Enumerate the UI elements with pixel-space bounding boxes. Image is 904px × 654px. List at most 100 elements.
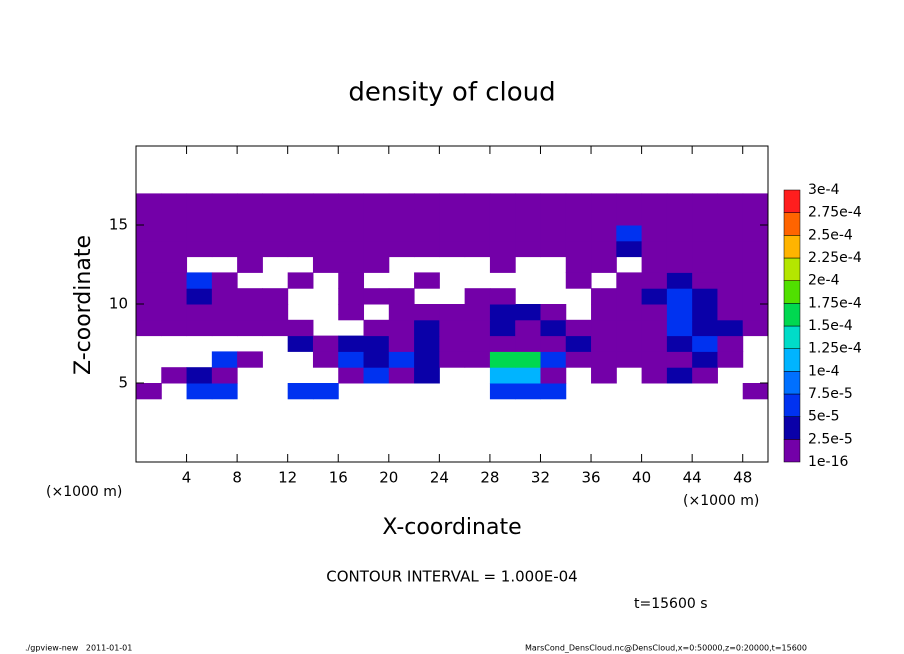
contour-cell xyxy=(742,193,769,210)
colorbar-label: 2.5e-5 xyxy=(808,431,853,447)
x-tick-label: 40 xyxy=(632,469,651,487)
contour-cell xyxy=(692,272,718,289)
contour-cell xyxy=(312,209,339,226)
contour-cell xyxy=(262,288,289,305)
contour-cell xyxy=(338,367,365,384)
contour-cell xyxy=(717,193,744,210)
contour-cell xyxy=(439,225,466,242)
contour-cell xyxy=(591,225,617,242)
contour-cell xyxy=(186,209,213,226)
contour-cell xyxy=(540,319,567,337)
contour-cell xyxy=(161,319,188,337)
colorbar-box xyxy=(783,393,801,417)
contour-cell xyxy=(591,351,617,368)
contour-cell xyxy=(692,335,718,352)
contour-note: CONTOUR INTERVAL = 1.000E-04 xyxy=(326,568,577,586)
contour-cell xyxy=(717,304,744,321)
contour-cell xyxy=(717,351,744,368)
contour-cell xyxy=(641,288,668,305)
contour-cell xyxy=(692,351,718,368)
contour-cell xyxy=(186,383,213,400)
contour-cell xyxy=(616,351,643,368)
contour-cell xyxy=(742,209,769,226)
contour-cell xyxy=(489,335,516,352)
contour-cell xyxy=(211,367,238,384)
contour-cell xyxy=(540,225,567,242)
colorbar-label: 1.25e-4 xyxy=(808,341,862,357)
contour-cell xyxy=(414,225,440,242)
contour-cell xyxy=(211,288,238,305)
contour-cell xyxy=(540,335,567,352)
contour-cell xyxy=(287,193,314,210)
contour-cell xyxy=(717,209,744,226)
contour-cell xyxy=(211,225,238,242)
contour-cell xyxy=(489,383,516,400)
contour-cell xyxy=(237,351,263,368)
contour-cell xyxy=(388,225,415,242)
contour-cell xyxy=(237,193,263,210)
contour-cell xyxy=(388,335,415,352)
contour-cell xyxy=(565,240,592,258)
contour-cell xyxy=(312,351,339,368)
colorbar-box xyxy=(783,439,801,463)
contour-cell xyxy=(692,367,718,384)
contour-cell xyxy=(616,193,643,210)
contour-cell xyxy=(616,240,643,258)
contour-cell xyxy=(211,304,238,321)
x-tick-label: 20 xyxy=(379,469,398,487)
contour-cell xyxy=(540,193,567,210)
colorbar-label: 1.5e-4 xyxy=(808,318,853,334)
contour-cell xyxy=(742,383,769,400)
contour-cell xyxy=(666,351,693,368)
contour-cell xyxy=(287,209,314,226)
contour-cell xyxy=(464,304,491,321)
contour-cell xyxy=(439,193,466,210)
contour-cell xyxy=(540,209,567,226)
contour-cell xyxy=(742,304,769,321)
y-axis-label: Z-coordinate xyxy=(71,235,96,375)
x-tick-label: 16 xyxy=(329,469,348,487)
y-tick-label: 5 xyxy=(118,374,128,392)
contour-cell xyxy=(414,304,440,321)
colorbar-label: 1e-16 xyxy=(808,454,848,470)
contour-cell xyxy=(565,209,592,226)
contour-cell xyxy=(692,319,718,337)
contour-cell xyxy=(717,256,744,273)
contour-cell xyxy=(515,304,541,321)
contour-cell xyxy=(136,288,162,305)
contour-cell xyxy=(641,351,668,368)
contour-cell xyxy=(464,240,491,258)
contour-cell xyxy=(186,319,213,337)
contour-cell xyxy=(515,367,541,384)
contour-cell xyxy=(540,304,567,321)
contour-cell xyxy=(742,319,769,337)
contour-cell xyxy=(692,225,718,242)
contour-cell xyxy=(666,240,693,258)
contour-cell xyxy=(641,225,668,242)
x-tick-label: 28 xyxy=(480,469,499,487)
contour-cell xyxy=(616,272,643,289)
contour-cell xyxy=(237,304,263,321)
contour-cell xyxy=(161,240,188,258)
colorbar-label: 2.75e-4 xyxy=(808,205,862,221)
contour-cell xyxy=(388,367,415,384)
contour-cell xyxy=(414,351,440,368)
chart-title: density of cloud xyxy=(348,78,555,108)
contour-cell xyxy=(489,209,516,226)
contour-cell xyxy=(161,256,188,273)
contour-cell xyxy=(363,367,390,384)
contour-cell xyxy=(439,240,466,258)
contour-cell xyxy=(136,240,162,258)
colorbar-label: 2.25e-4 xyxy=(808,250,862,266)
contour-cell xyxy=(414,272,440,289)
contour-cell xyxy=(363,319,390,337)
contour-cell xyxy=(515,335,541,352)
contour-cell xyxy=(565,335,592,352)
contour-cell xyxy=(666,225,693,242)
contour-cell xyxy=(742,225,769,242)
contour-cell xyxy=(515,240,541,258)
contour-cell xyxy=(237,256,263,273)
contour-cell xyxy=(692,256,718,273)
time-label: t=15600 s xyxy=(634,596,708,612)
contour-cell xyxy=(338,304,365,321)
